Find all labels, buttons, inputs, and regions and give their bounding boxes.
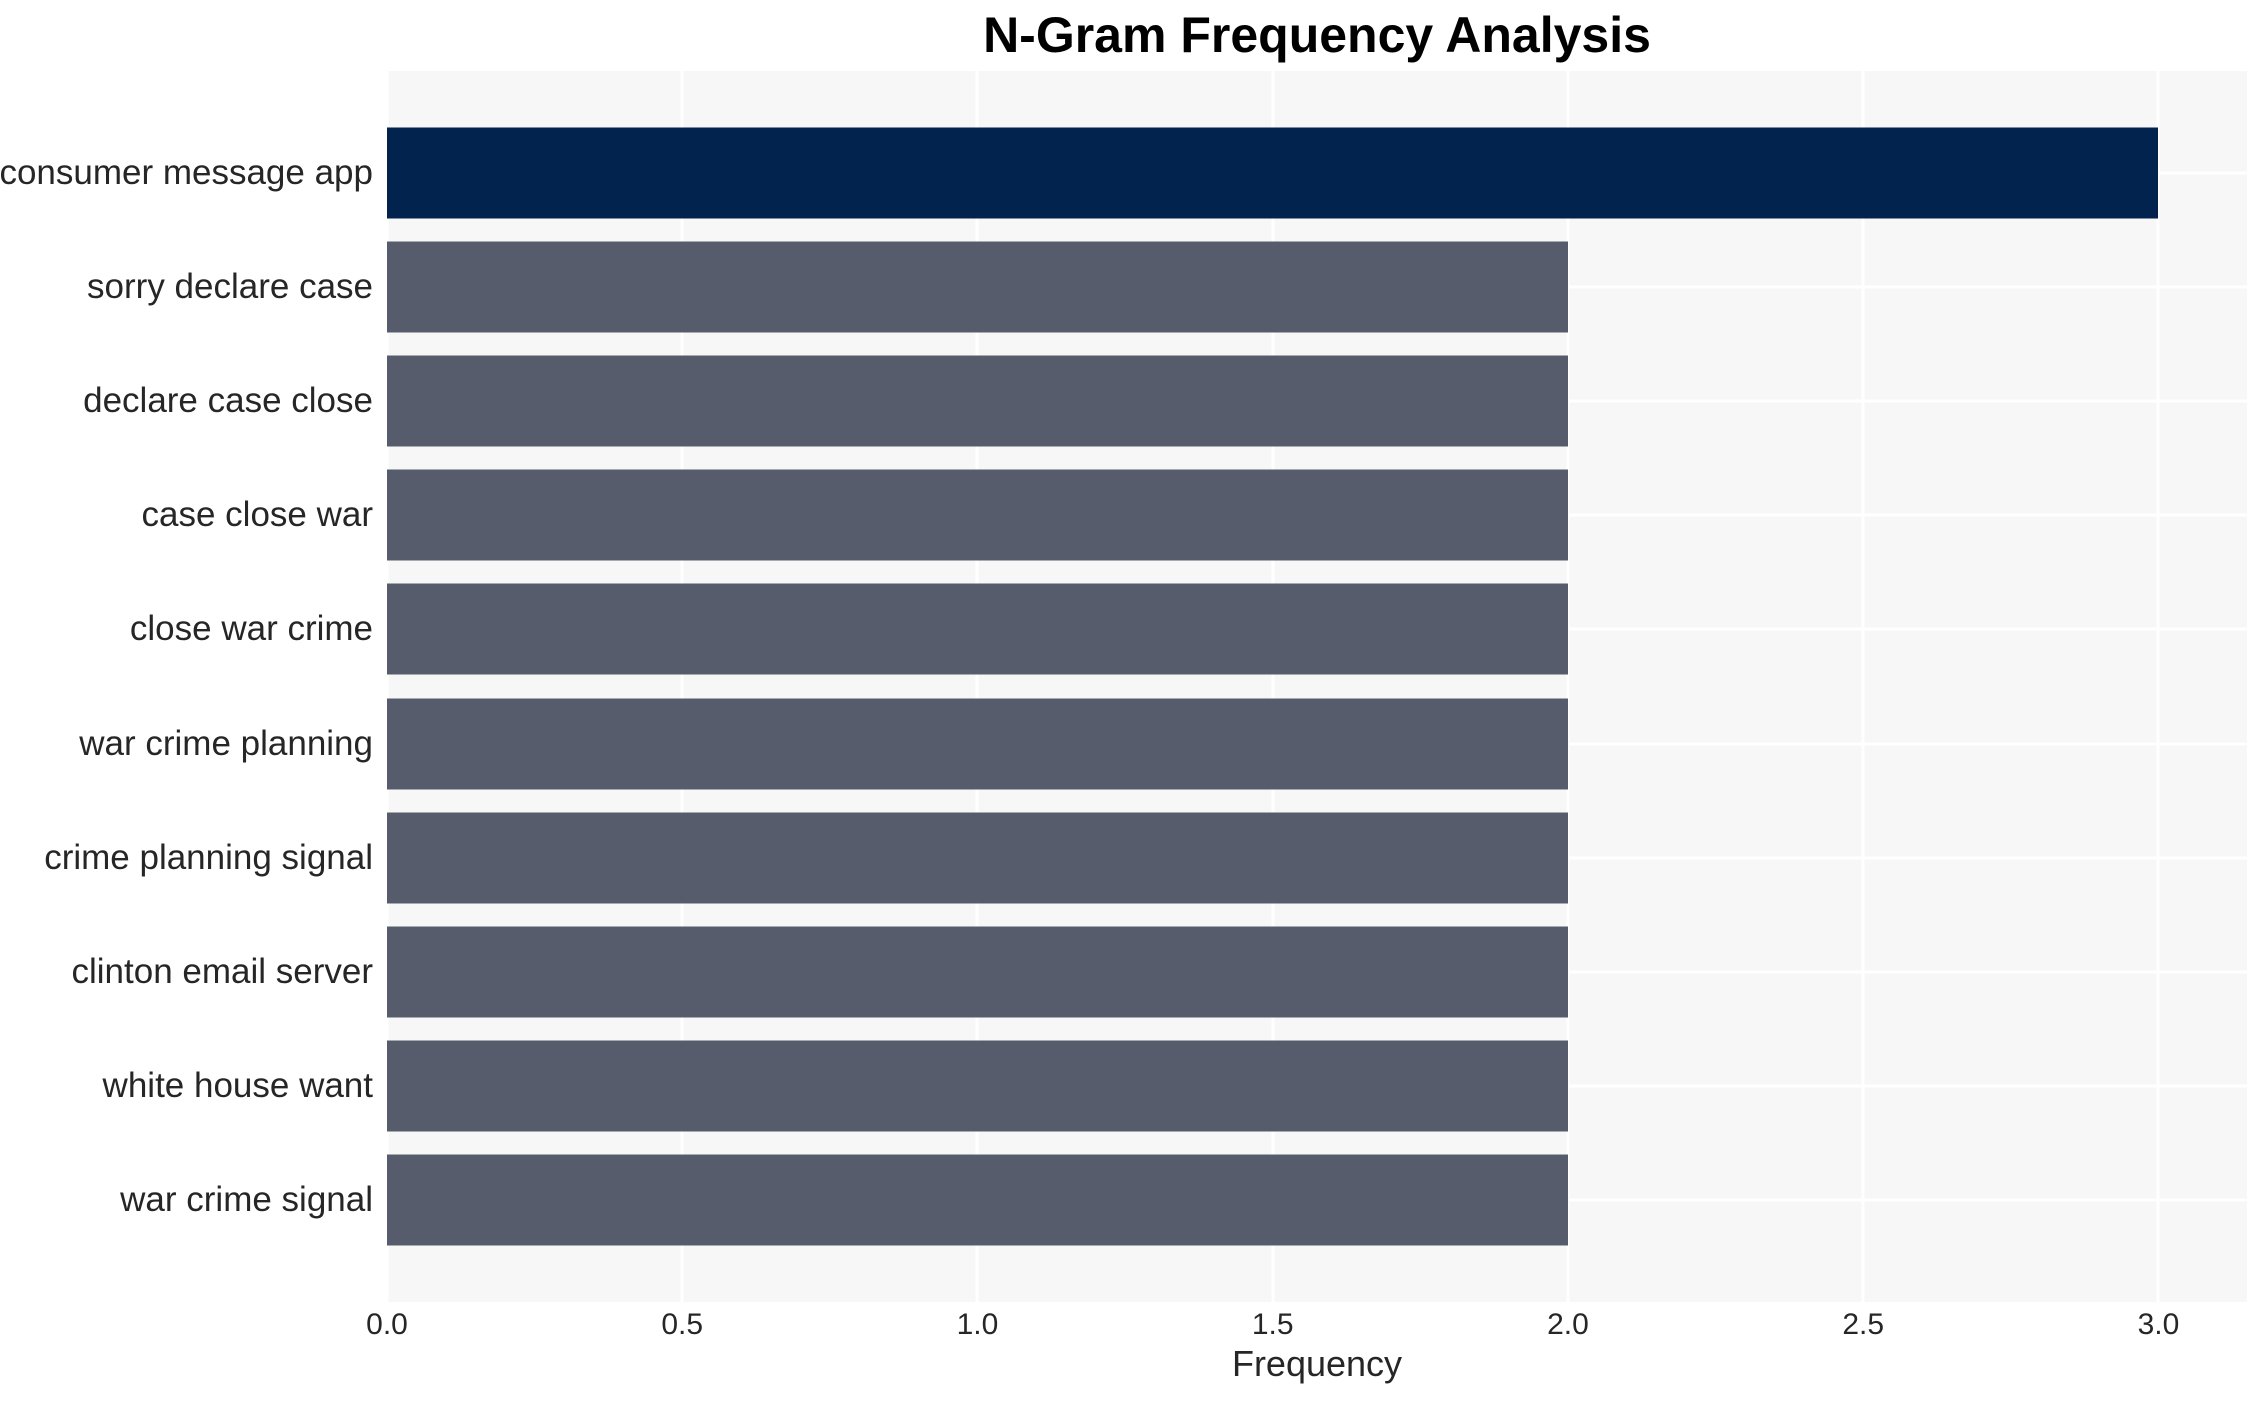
y-tick-label: crime planning signal [44,837,373,877]
y-tick-label: case close war [141,495,373,535]
x-tick-label: 1.5 [1251,1308,1294,1341]
x-axis-title: Frequency [1231,1343,1403,1384]
x-tick-label: 3.0 [2137,1308,2180,1341]
y-tick-label: white house want [102,1066,373,1106]
x-tick-label: 2.5 [1842,1308,1885,1341]
gridline-vertical [1271,71,1275,1302]
gridline-vertical [385,71,389,1302]
bar-war-crime-signal [387,1154,1568,1246]
y-tick-label: declare case close [83,381,373,420]
bar-crime-planning-signal [387,812,1568,904]
x-tick-label: 2.0 [1547,1308,1589,1341]
bar-clinton-email-server [387,926,1568,1018]
y-tick-label: sorry declare case [87,266,373,306]
bar-case-close-war [387,469,1568,561]
chart-title: N-Gram Frequency Analysis [983,7,1651,63]
y-axis-labels: consumer message app sorry declare case de… [0,71,373,1302]
gridline-vertical [2156,71,2160,1302]
y-tick-label: war crime signal [120,1180,373,1220]
bar-close-war-crime [387,583,1568,675]
bar-white-house-want [387,1040,1568,1132]
x-tick-label: 0.5 [661,1308,704,1341]
gridline-vertical [975,71,979,1302]
x-tick-label: 1.0 [956,1308,999,1341]
bar-declare-case-close [387,355,1568,447]
x-tick-label: 0.0 [366,1308,408,1341]
y-tick-label: consumer message app [0,152,373,192]
y-tick-label: clinton email server [71,952,374,991]
bar-sorry-declare-case [387,241,1568,333]
gridline-vertical [1566,71,1570,1302]
bar-consumer-message-app [387,127,2159,219]
bar-war-crime-planning [387,698,1568,790]
gridline-vertical [680,71,684,1302]
gridline-vertical [1861,71,1865,1302]
y-tick-label: war crime planning [79,723,373,763]
y-tick-label: close war crime [129,609,373,649]
plot-area [385,71,2247,1302]
